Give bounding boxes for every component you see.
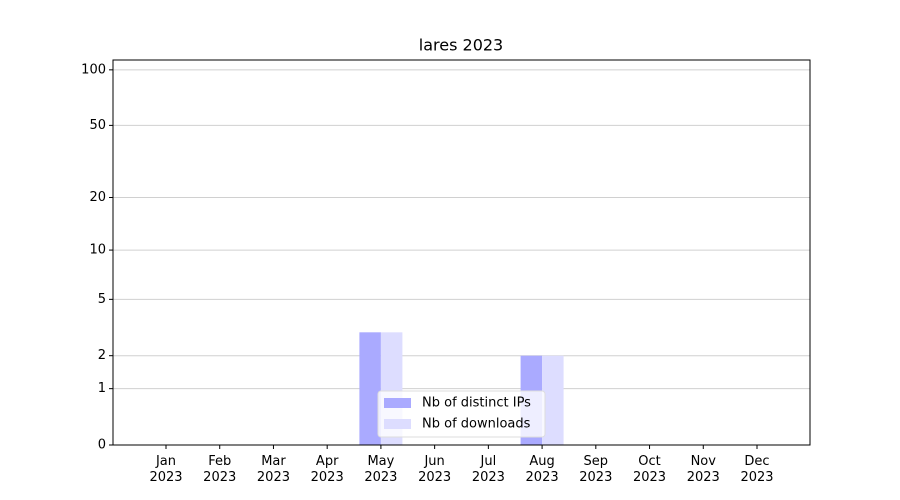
x-tick-label: Mar 2023 (257, 454, 290, 485)
legend-label: Nb of distinct IPs (422, 396, 531, 411)
legend-swatch (384, 398, 411, 408)
x-tick-label: May 2023 (364, 454, 397, 485)
y-tick-label: 1 (98, 381, 106, 396)
legend-label: Nb of downloads (422, 417, 531, 432)
chart-title: lares 2023 (419, 36, 503, 55)
x-tick-label: Apr 2023 (311, 454, 344, 485)
x-tick-label: Aug 2023 (526, 454, 559, 485)
x-tick-label: Jan 2023 (149, 454, 182, 485)
legend-box (377, 390, 546, 438)
axes-frame (112, 59, 811, 446)
bar (542, 355, 564, 445)
x-tick-label: Jul 2023 (472, 454, 505, 485)
y-tick-label: 0 (98, 438, 106, 453)
x-tick-label: Sep 2023 (579, 454, 612, 485)
y-tick-label: 2 (98, 348, 106, 363)
y-tick-label: 50 (89, 118, 106, 133)
legend-swatch (384, 419, 411, 429)
bar (359, 332, 381, 445)
y-tick-label: 20 (89, 190, 106, 205)
x-tick-label: Dec 2023 (740, 454, 773, 485)
x-tick-label: Jun 2023 (418, 454, 451, 485)
y-tick-label: 5 (98, 292, 106, 307)
y-tick-label: 100 (81, 62, 106, 77)
y-tick-label: 10 (89, 243, 106, 258)
x-tick-label: Oct 2023 (633, 454, 666, 485)
x-tick-label: Feb 2023 (203, 454, 236, 485)
x-tick-label: Nov 2023 (687, 454, 720, 485)
